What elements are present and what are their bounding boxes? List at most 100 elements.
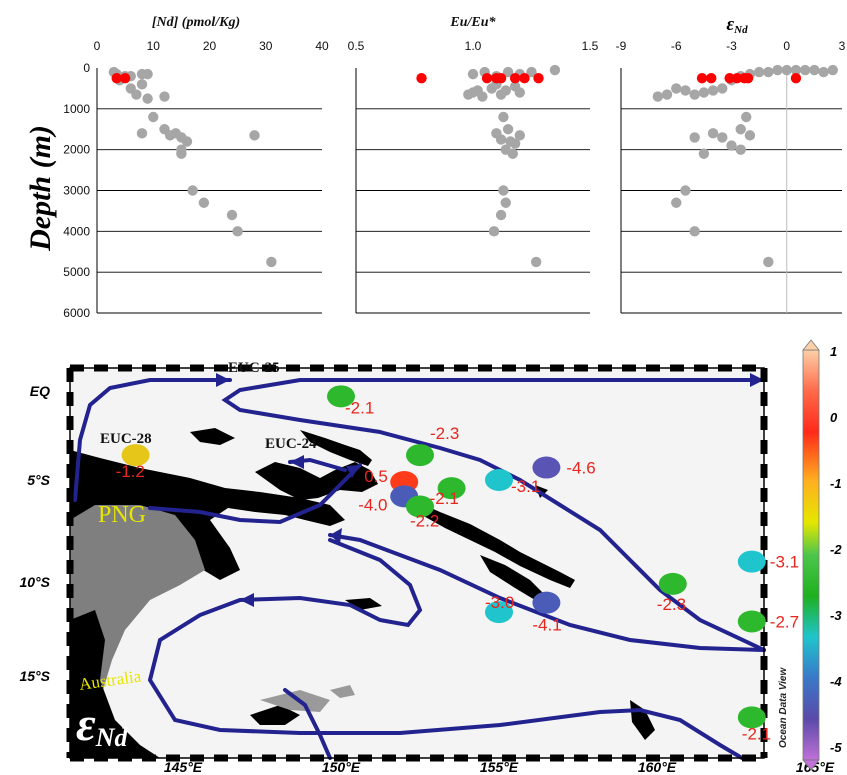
solomon-islands: [408, 498, 575, 588]
x-tick-label: 1.5: [582, 39, 599, 53]
data-point: [735, 144, 746, 155]
nd-concentration-panel: [Nd] (pmol/Kg) 0 10 20 30 40 0 1000 2000 3000 400…: [63, 15, 329, 320]
data-point: [509, 138, 521, 149]
data-point: [772, 64, 783, 76]
colorbar: [802, 349, 820, 761]
longitude-label: 160°E: [638, 759, 677, 775]
colorbar-tick-label: 1: [830, 344, 837, 359]
surface-sample-point: [731, 73, 743, 84]
data-point: [689, 226, 700, 237]
colorbar-tick-label: 0: [830, 410, 838, 425]
station-dot: [121, 444, 150, 467]
data-point: [671, 197, 682, 208]
data-point: [652, 91, 664, 102]
station-value-label: -4.0: [358, 495, 387, 514]
x-tick-label: -3: [726, 39, 737, 53]
data-point: [507, 148, 518, 159]
data-point: [549, 64, 561, 76]
data-point: [514, 130, 525, 141]
colorbar-tick-label: -3: [830, 608, 842, 623]
new-britain: [255, 462, 378, 500]
island-chain-2: [480, 555, 545, 600]
y-tick-label: 3000: [63, 184, 90, 198]
station-label-euc25: EUC-25: [228, 360, 280, 376]
data-point: [530, 256, 542, 268]
station-dot: [406, 495, 434, 518]
nd-panel-title: [Nd] (pmol/Kg): [152, 15, 240, 30]
colorbar-top-cap: [802, 339, 820, 351]
data-point: [698, 87, 710, 98]
arrowhead-ssc: [330, 528, 342, 544]
longitude-label: 150°E: [322, 759, 361, 775]
station-dot: [437, 477, 466, 500]
y-tick-label: 1000: [63, 102, 90, 116]
data-point: [526, 66, 537, 78]
station-dot: [737, 550, 766, 573]
station-value-label: -2.3: [657, 595, 686, 614]
data-point: [671, 83, 682, 94]
depth-axis-label: Depth (m): [24, 125, 57, 252]
data-point: [680, 85, 691, 96]
data-point: [763, 256, 774, 268]
data-point: [680, 185, 691, 196]
y-tick-label: 6000: [63, 306, 90, 320]
latitude-label: 5°S: [27, 472, 50, 488]
place-label-png: PNG: [98, 502, 146, 528]
station-dot: [658, 572, 687, 595]
station-value-label: -1.2: [116, 462, 145, 481]
arrowhead-east-eq: [750, 373, 764, 387]
data-point: [689, 132, 700, 143]
data-point: [741, 111, 752, 123]
latitude-label: 15°S: [19, 668, 50, 684]
data-point: [661, 89, 673, 100]
x-tick-label: 20: [203, 39, 217, 53]
data-point: [266, 256, 277, 268]
data-point: [131, 89, 142, 100]
x-tick-label: 30: [259, 39, 273, 53]
arrowhead-gulf: [240, 593, 254, 607]
eu-panel-title: Eu/Eu*: [449, 15, 496, 30]
surface-sample-point: [742, 73, 754, 84]
x-tick-label: 0.5: [348, 39, 365, 53]
y-tick-label: 2000: [63, 143, 90, 157]
epsilon-nd-panel: εNd -9 -6 -3 0 3: [616, 14, 846, 314]
station-value-label: -2.1: [345, 398, 374, 417]
x-tick-label: 40: [315, 39, 329, 53]
station-dot: [737, 610, 766, 633]
data-point: [707, 85, 719, 96]
station-value-label: -4.6: [566, 459, 595, 478]
data-point: [498, 185, 509, 196]
data-point: [726, 140, 737, 151]
surface-sample-point: [509, 73, 521, 84]
surface-sample-point: [706, 73, 717, 84]
data-point: [698, 148, 710, 159]
station-dot: [327, 385, 355, 408]
data-point: [488, 226, 500, 237]
data-point: [187, 185, 198, 196]
data-point: [477, 91, 488, 102]
data-point: [809, 64, 820, 76]
data-point: [498, 111, 509, 123]
data-point: [744, 130, 756, 141]
surface-sample-point: [519, 73, 530, 84]
arrowhead-nicu: [346, 465, 360, 478]
data-point: [142, 93, 153, 104]
data-point: [142, 68, 153, 80]
current-paths: [73, 378, 766, 760]
longitude-label: 145°E: [164, 759, 203, 775]
station-value-label: -4.1: [532, 616, 561, 635]
arrowhead-euc25: [216, 373, 230, 387]
data-point: [781, 64, 792, 76]
euc-current-path: [221, 378, 766, 652]
current-arrowheads: [216, 373, 764, 607]
x-tick-label: 10: [147, 39, 161, 53]
small-islands-gray: [260, 685, 355, 712]
station-value-label: -2.2: [410, 512, 439, 531]
arrowhead-coastal: [290, 455, 304, 469]
data-point: [136, 79, 148, 90]
data-point: [827, 64, 838, 76]
latitude-label: EQ: [30, 383, 50, 399]
station-value-label: -2.1: [430, 489, 459, 508]
data-point: [198, 197, 210, 208]
